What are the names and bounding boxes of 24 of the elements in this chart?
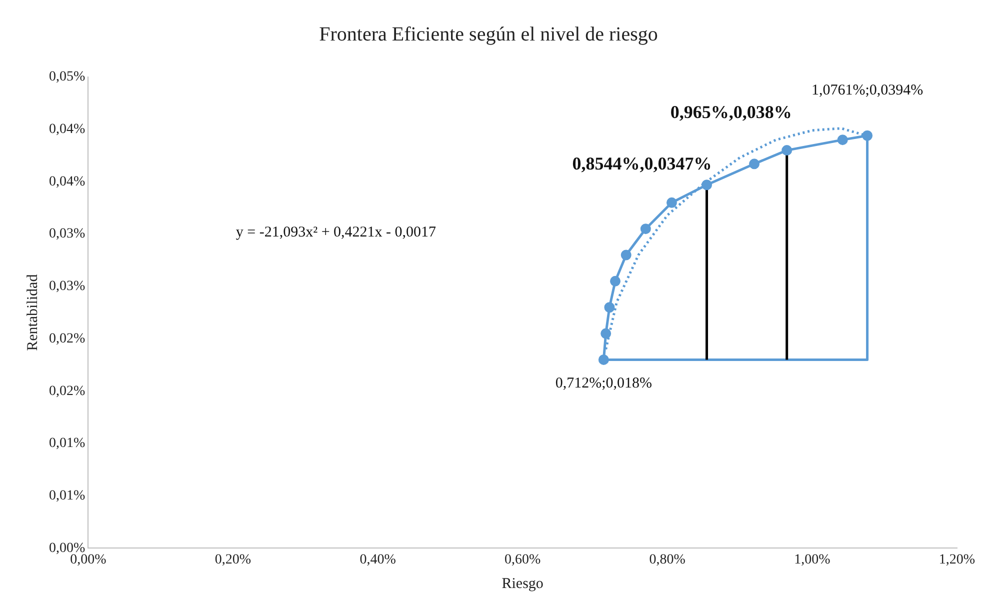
y-tick-label: 0,03% bbox=[48, 279, 86, 294]
x-tick-label: 0,60% bbox=[504, 552, 541, 568]
x-tick-label: 0,40% bbox=[360, 552, 396, 568]
y-axis-title: Rentabilidad bbox=[24, 274, 41, 351]
y-tick-label: 0,04% bbox=[48, 122, 86, 138]
annotation: 0,8544%,0,0347% bbox=[572, 154, 712, 174]
annotation: 0,965%,0,038% bbox=[670, 102, 792, 122]
y-tick-label: 0,02% bbox=[48, 331, 86, 346]
annotation: 0,712%;0,018% bbox=[555, 376, 652, 392]
y-tick-label: 0,01% bbox=[48, 488, 86, 504]
y-tick-label: 0,04% bbox=[48, 174, 86, 190]
y-tick-label: 0,02% bbox=[48, 384, 86, 399]
x-tick-label: 1,00% bbox=[794, 552, 831, 568]
x-axis-title: Riesgo bbox=[502, 576, 544, 592]
y-tick-label: 0,05% bbox=[48, 70, 86, 85]
x-tick-label: 0,20% bbox=[214, 552, 252, 568]
y-tick-label: 0,03% bbox=[48, 226, 86, 242]
chart-title: Frontera Eficiente según el nivel de riesgo bbox=[319, 23, 658, 46]
annotation: 1,0761%;0,0394% bbox=[811, 82, 924, 99]
x-tick-label: 1,20% bbox=[938, 552, 976, 568]
y-tick-label: 0,01% bbox=[48, 436, 86, 452]
x-tick-label: 0,00% bbox=[70, 552, 107, 568]
annotation: y = -21,093x² + 0,4221x - 0,0017 bbox=[236, 224, 437, 240]
x-tick-label: 0,80% bbox=[649, 552, 686, 568]
